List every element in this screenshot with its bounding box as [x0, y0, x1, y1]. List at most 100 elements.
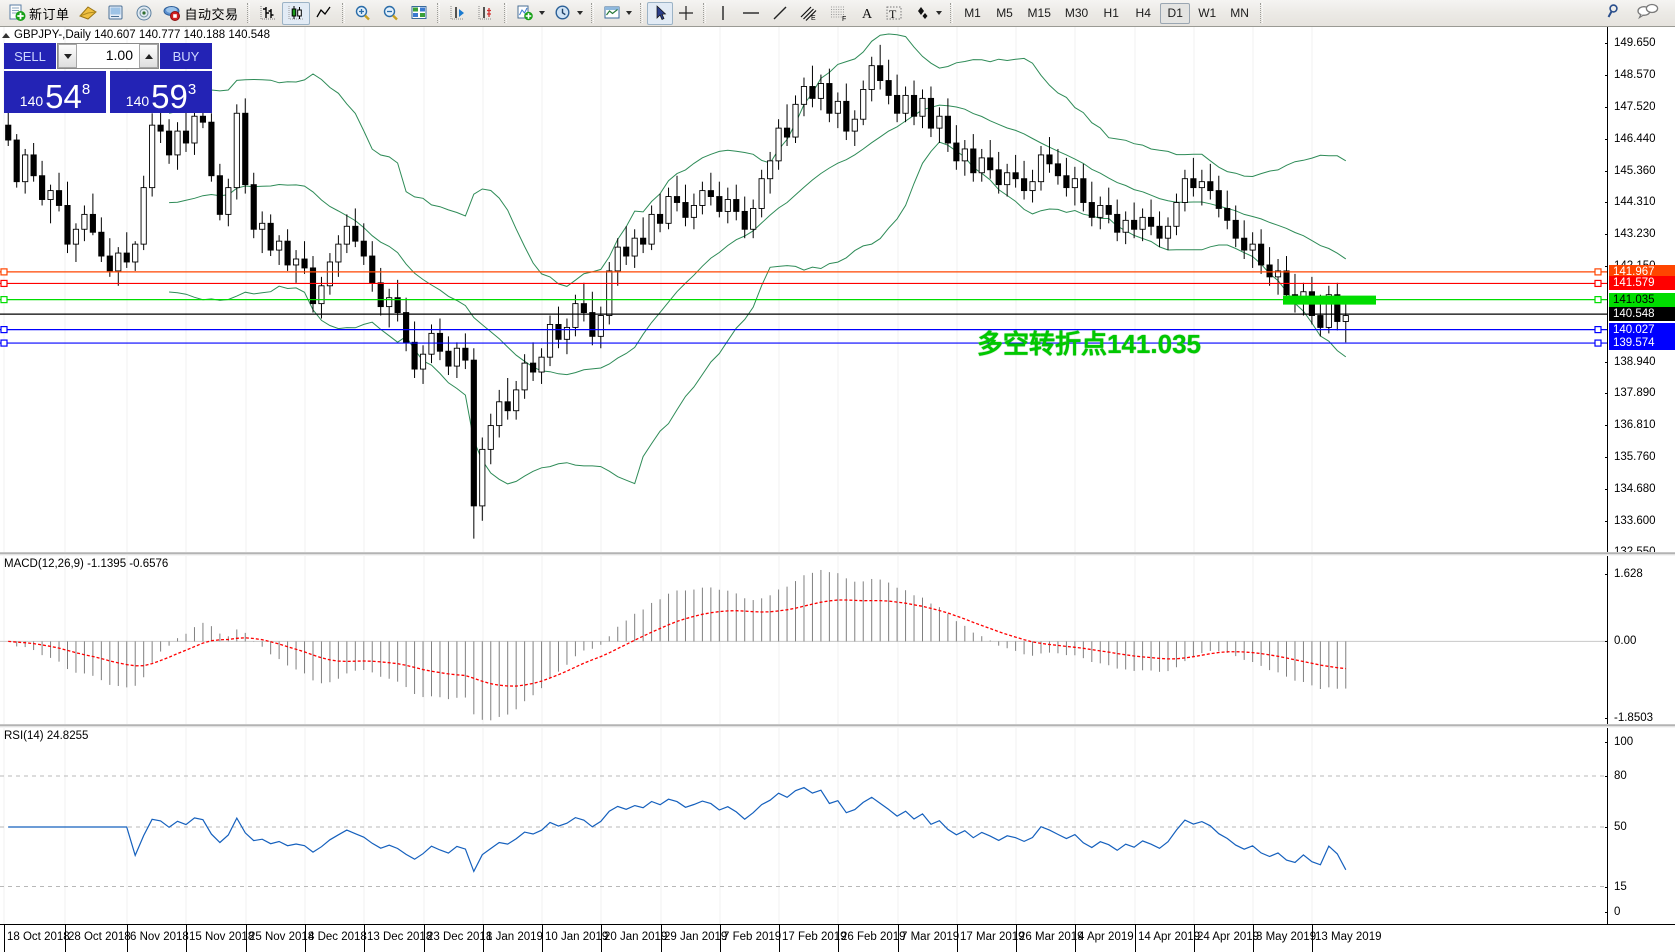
- candle[interactable]: [1063, 157, 1070, 197]
- new-order-button[interactable]: 新订单: [4, 2, 74, 25]
- candle[interactable]: [242, 98, 249, 194]
- candle[interactable]: [1342, 303, 1349, 343]
- candle[interactable]: [953, 125, 960, 170]
- candle[interactable]: [589, 291, 596, 346]
- candle[interactable]: [445, 336, 452, 376]
- candle[interactable]: [1114, 199, 1121, 242]
- volume-increase-button[interactable]: [139, 44, 158, 68]
- candle[interactable]: [690, 193, 698, 230]
- timeframe-h4[interactable]: H4: [1135, 6, 1151, 20]
- candle[interactable]: [538, 348, 545, 384]
- candle[interactable]: [89, 193, 96, 236]
- candle[interactable]: [462, 333, 469, 370]
- candle[interactable]: [682, 184, 689, 227]
- price-badge-last-price[interactable]: 140.548: [1609, 307, 1675, 322]
- candle[interactable]: [419, 345, 427, 384]
- candle[interactable]: [1207, 163, 1214, 200]
- trendline-tool-button[interactable]: [766, 2, 794, 25]
- data-window-button[interactable]: [102, 2, 130, 25]
- candle[interactable]: [1224, 190, 1231, 230]
- candle[interactable]: [479, 437, 486, 521]
- candle[interactable]: [733, 184, 740, 221]
- candle[interactable]: [665, 187, 672, 230]
- auto-scroll-button[interactable]: [444, 2, 472, 25]
- candle[interactable]: [944, 98, 951, 152]
- timeframe-w1[interactable]: W1: [1198, 6, 1217, 20]
- rsi-scale[interactable]: 100 80 50 15 0: [1604, 728, 1675, 924]
- candle[interactable]: [910, 80, 918, 126]
- candle[interactable]: [792, 95, 799, 144]
- zoom-in-button[interactable]: [349, 2, 377, 25]
- candle[interactable]: [149, 113, 156, 197]
- candle[interactable]: [1198, 169, 1205, 206]
- candle[interactable]: [707, 172, 714, 206]
- price-line-handle[interactable]: [1594, 279, 1602, 288]
- candle[interactable]: [1054, 148, 1062, 185]
- candle[interactable]: [292, 250, 300, 283]
- candle[interactable]: [284, 229, 291, 271]
- candle[interactable]: [894, 74, 901, 123]
- candle[interactable]: [563, 318, 571, 355]
- tile-windows-button[interactable]: [405, 2, 433, 25]
- candle[interactable]: [5, 110, 12, 146]
- text-label-tool-button[interactable]: A: [854, 2, 880, 25]
- price-line-handle[interactable]: [1594, 325, 1602, 334]
- expert-advisors-button[interactable]: [74, 2, 102, 25]
- timeframe-m1[interactable]: M1: [964, 6, 981, 20]
- candle[interactable]: [360, 223, 367, 265]
- candle[interactable]: [1139, 208, 1146, 242]
- timeframe-m5[interactable]: M5: [996, 6, 1013, 20]
- channel-tool-button[interactable]: E: [794, 2, 824, 25]
- candle[interactable]: [767, 151, 774, 194]
- candle[interactable]: [1334, 282, 1341, 331]
- candle[interactable]: [1147, 199, 1155, 236]
- candle[interactable]: [496, 389, 503, 438]
- bar-chart-button[interactable]: [254, 2, 282, 25]
- candle[interactable]: [758, 169, 765, 218]
- price-line-handle[interactable]: [1594, 296, 1602, 304]
- sell-button[interactable]: SELL: [4, 43, 56, 69]
- volume-decrease-button[interactable]: [58, 44, 77, 68]
- horizontal-line-tool-button[interactable]: [736, 2, 766, 25]
- candle[interactable]: [1266, 247, 1273, 286]
- pane-divider-macd[interactable]: [0, 552, 1675, 556]
- candle[interactable]: [301, 241, 308, 274]
- candle[interactable]: [834, 92, 841, 129]
- candle[interactable]: [783, 104, 791, 146]
- candle[interactable]: [1156, 211, 1163, 248]
- crosshair-tool-button[interactable]: [673, 2, 699, 25]
- price-line-handle[interactable]: [0, 296, 8, 304]
- autotrading-button[interactable]: 自动交易: [158, 2, 243, 25]
- macd-pane[interactable]: MACD(12,26,9) -1.1395 -0.6576 1.628 0.00 -…: [0, 556, 1675, 724]
- chart-annotation[interactable]: 多空转折点141.035: [977, 329, 1201, 359]
- navigator-button[interactable]: [130, 2, 158, 25]
- candle[interactable]: [1325, 285, 1332, 334]
- candle[interactable]: [902, 86, 909, 123]
- time-scale[interactable]: 18 Oct 2018 28 Oct 2018 6 Nov 2018 15 Nov 2…: [0, 924, 1675, 952]
- candle[interactable]: [267, 214, 274, 257]
- candle[interactable]: [724, 187, 731, 224]
- candle[interactable]: [631, 229, 638, 268]
- candle[interactable]: [22, 148, 29, 194]
- candle[interactable]: [1046, 137, 1053, 173]
- candle[interactable]: [1021, 160, 1028, 200]
- indicators-button[interactable]: [511, 2, 549, 25]
- candle[interactable]: [1071, 166, 1078, 206]
- templates-button[interactable]: [598, 2, 636, 25]
- candle[interactable]: [377, 267, 384, 316]
- price-chart-canvas[interactable]: [0, 27, 1607, 552]
- candle[interactable]: [1164, 217, 1172, 251]
- candle[interactable]: [394, 279, 401, 322]
- price-line-handle[interactable]: [0, 268, 8, 276]
- price-line-handle[interactable]: [1594, 339, 1602, 347]
- candle[interactable]: [843, 83, 850, 141]
- candle[interactable]: [182, 107, 190, 152]
- price-line-handle[interactable]: [0, 279, 8, 288]
- rsi-pane[interactable]: RSI(14) 24.8255 100 80 50 15 0: [0, 728, 1675, 924]
- buy-button[interactable]: BUY: [160, 43, 212, 69]
- candle[interactable]: [30, 143, 37, 182]
- candle[interactable]: [741, 196, 748, 239]
- shapes-tool-button[interactable]: [908, 2, 946, 25]
- candle[interactable]: [1004, 163, 1011, 197]
- candle[interactable]: [521, 354, 528, 399]
